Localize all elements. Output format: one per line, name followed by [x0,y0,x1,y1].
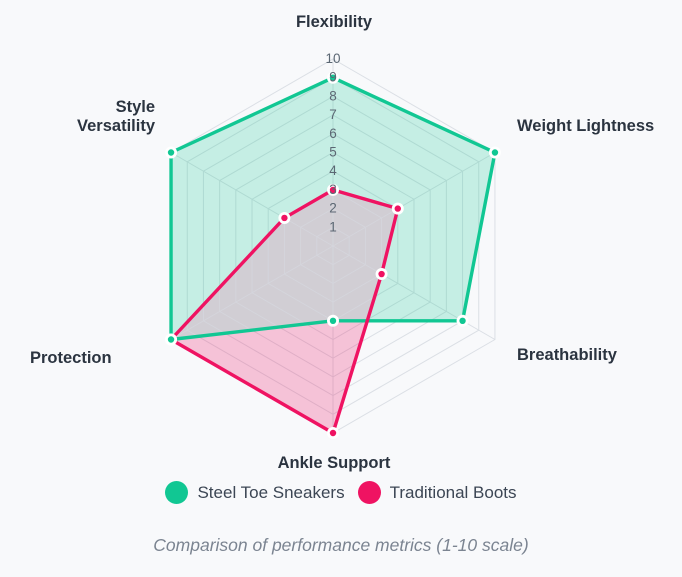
svg-text:7: 7 [329,107,337,122]
svg-text:5: 5 [329,145,337,160]
svg-text:6: 6 [329,126,337,141]
svg-text:3: 3 [329,182,337,197]
svg-text:4: 4 [329,163,337,178]
svg-text:1: 1 [329,219,337,234]
svg-text:2: 2 [329,201,337,216]
svg-text:9: 9 [329,70,337,85]
svg-text:10: 10 [325,51,340,66]
svg-text:8: 8 [329,88,337,103]
